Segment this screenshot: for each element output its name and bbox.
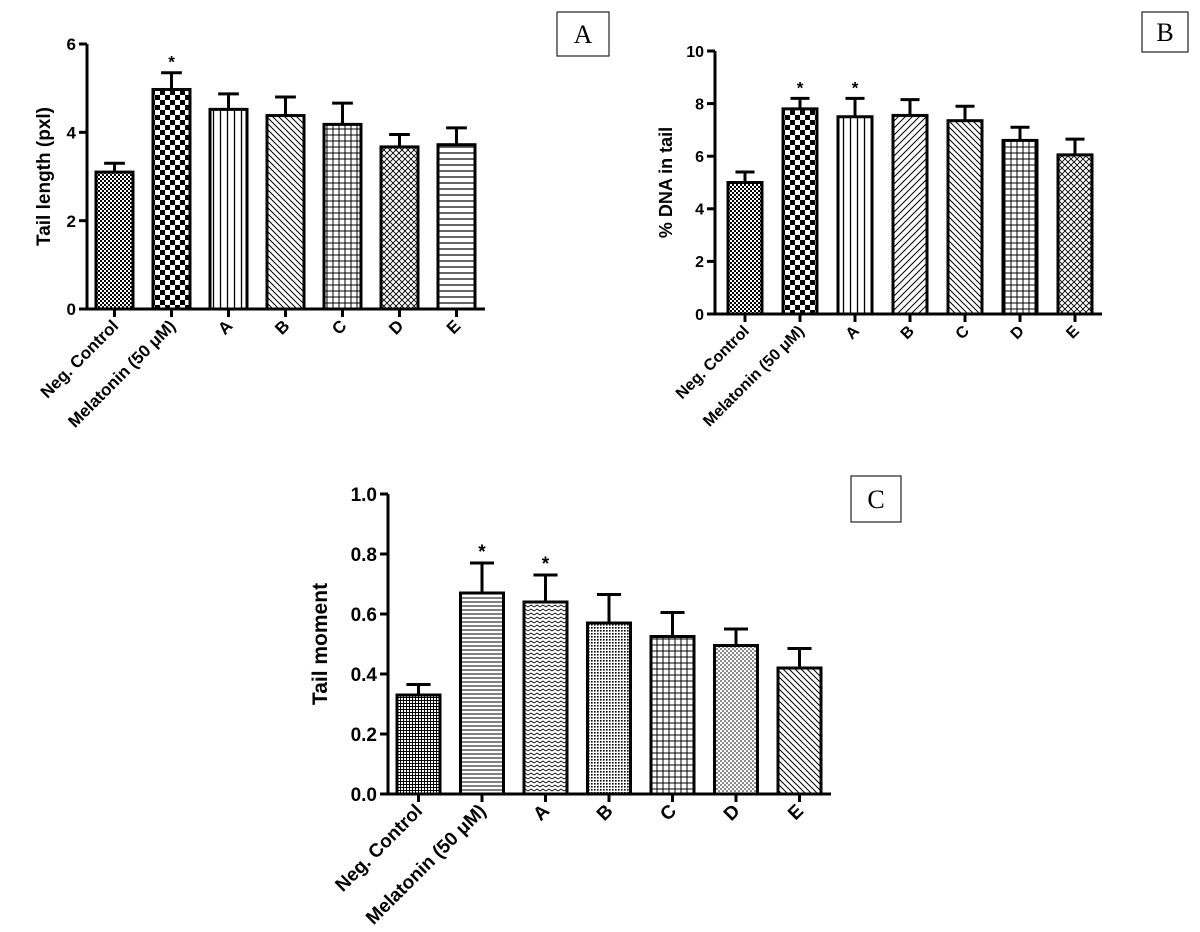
error-bar (660, 611, 685, 637)
error-bar (406, 683, 431, 695)
significance-marker: * (478, 542, 486, 563)
error-bar (1010, 125, 1030, 141)
panel-letter-box: A (556, 11, 610, 57)
error-bar (389, 133, 410, 147)
y-tick-label: 0 (695, 307, 704, 324)
bar (94, 170, 135, 311)
x-category-label: A (843, 322, 864, 343)
x-category-label: D (385, 316, 407, 338)
x-category-label: C (328, 316, 350, 338)
y-tick-label: 0 (67, 300, 76, 319)
panel-letter: A (574, 20, 593, 49)
error-bar (275, 95, 296, 116)
y-axis-label: % DNA in tail (656, 127, 676, 238)
error-bar (104, 161, 125, 173)
bar (379, 145, 420, 311)
x-category-label: E (784, 801, 808, 825)
bar (322, 122, 363, 311)
bar (649, 635, 696, 796)
error-bar (1065, 137, 1085, 155)
y-tick-label: 2 (695, 254, 704, 271)
panel-letter-box: B (1141, 11, 1189, 53)
significance-marker: * (542, 554, 550, 575)
x-category-label: B (898, 323, 918, 343)
bar (151, 87, 192, 311)
significance-marker: * (797, 78, 804, 97)
error-bar (787, 647, 812, 668)
error-bar (218, 92, 239, 110)
error-bar (469, 561, 495, 593)
y-tick-label: 6 (695, 149, 704, 166)
x-category-label: A (529, 800, 554, 825)
y-axis-label: Tail length (pxl) (34, 107, 55, 246)
x-category-label: Melatonin (50 μM) (700, 323, 808, 431)
y-tick-label: 0.0 (351, 785, 377, 806)
y-tick-label: 1.0 (351, 485, 377, 506)
bar (395, 693, 442, 796)
x-category-label: C (953, 322, 974, 343)
error-bar (790, 96, 810, 109)
x-category-label: A (214, 316, 236, 338)
error-bar (161, 71, 182, 90)
bar (726, 181, 764, 316)
panel-letter-box: C (850, 475, 902, 523)
x-category-label: C (656, 800, 681, 825)
panel-letter: C (867, 485, 884, 514)
error-bar (596, 593, 622, 623)
x-category-label: E (1063, 323, 1083, 343)
bar (436, 143, 477, 311)
significance-marker: * (168, 53, 175, 72)
y-tick-label: 2 (67, 212, 76, 231)
significance-marker: * (852, 78, 859, 97)
x-category-label: Melatonin (50 μM) (362, 801, 490, 929)
y-tick-label: 0.4 (351, 665, 378, 686)
error-bar (735, 170, 755, 183)
y-tick-label: 6 (67, 35, 76, 54)
y-tick-label: 10 (686, 44, 704, 61)
y-axis-label: Tail moment (309, 583, 332, 705)
bar (208, 107, 249, 311)
x-category-label: B (593, 801, 618, 826)
bar (781, 107, 819, 316)
panel-letter: B (1156, 18, 1173, 47)
bar (265, 114, 306, 311)
bar (1056, 153, 1094, 316)
x-category-label: B (271, 316, 293, 338)
x-category-label: E (443, 316, 464, 337)
bar (713, 644, 759, 796)
bar (946, 119, 984, 316)
x-category-label: D (1008, 323, 1028, 343)
y-tick-label: 0.6 (351, 605, 377, 626)
bar (522, 600, 569, 796)
error-bar (446, 126, 467, 145)
x-category-label: D (720, 801, 745, 826)
error-bar (332, 101, 353, 125)
y-tick-label: 0.8 (351, 545, 377, 566)
bar (836, 115, 874, 316)
error-bar (723, 627, 749, 646)
error-bar (845, 96, 865, 117)
y-tick-label: 4 (695, 202, 704, 219)
bar (459, 591, 505, 796)
bar (891, 113, 929, 316)
y-tick-label: 0.2 (351, 725, 377, 746)
error-bar (900, 98, 920, 116)
y-tick-label: 4 (67, 123, 77, 142)
error-bar (955, 104, 975, 121)
y-tick-label: 8 (695, 96, 704, 113)
bar (586, 621, 632, 796)
error-bar (533, 573, 558, 602)
bar (1001, 138, 1039, 316)
bar (776, 666, 823, 796)
x-category-label: Melatonin (50 μM) (64, 316, 179, 431)
